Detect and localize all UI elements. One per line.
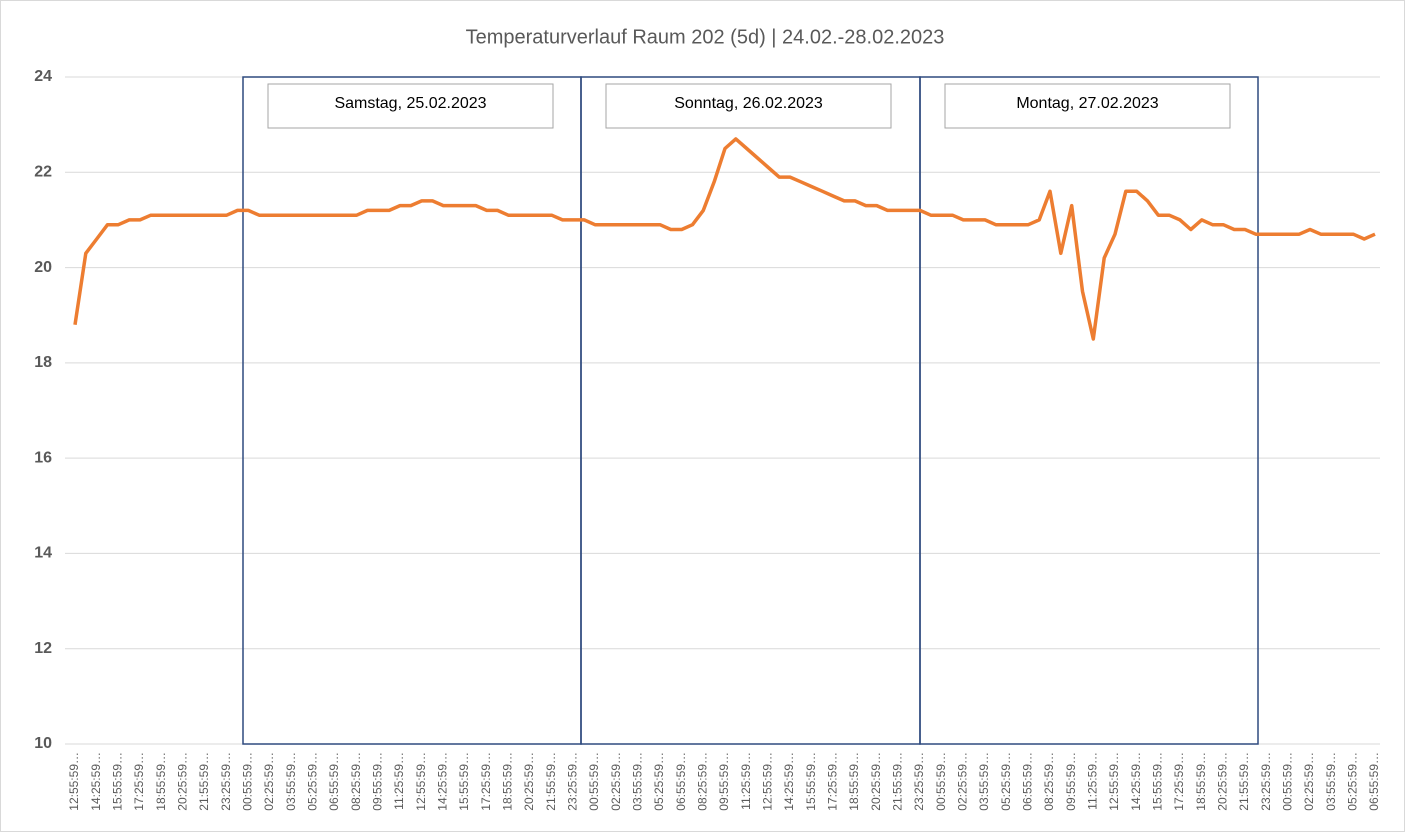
x-tick-label: 03:55:59… (977, 752, 991, 811)
x-tick-label: 17:25:59… (826, 752, 840, 811)
x-tick-label: 06:55:59… (327, 752, 341, 811)
x-tick-label: 11:25:59… (392, 752, 406, 810)
annotation-box (267, 83, 554, 129)
x-tick-label: 18:55:59… (1194, 752, 1208, 811)
x-tick-label: 03:55:59… (631, 752, 645, 811)
x-tick-label: 20:25:59… (176, 752, 190, 811)
x-tick-label: 06:55:59… (1021, 752, 1035, 811)
x-tick-label: 15:55:59… (457, 752, 471, 811)
y-tick-label: 14 (34, 545, 52, 562)
x-tick-label: 15:55:59… (1151, 752, 1165, 811)
y-tick-label: 18 (34, 354, 52, 371)
annotation-box (944, 83, 1231, 129)
x-tick-label: 17:25:59… (132, 752, 146, 811)
annotation: Sonntag, 26.02.2023 (674, 95, 823, 112)
y-tick-label: 22 (34, 164, 52, 181)
x-tick-label: 08:25:59… (696, 752, 710, 811)
x-tick-label: 14:25:59… (1129, 752, 1143, 811)
x-tick-label: 05:25:59… (652, 752, 666, 811)
x-tick-label: 08:25:59… (1042, 752, 1056, 811)
x-tick-label: 12:55:59… (67, 752, 81, 811)
x-tick-label: 12:55:59… (414, 752, 428, 811)
x-tick-label: 14:25:59… (436, 752, 450, 811)
x-tick-label: 23:25:59… (219, 752, 233, 811)
x-tick-label: 15:55:59… (804, 752, 818, 811)
x-tick-label: 21:55:59… (544, 752, 558, 811)
x-tick-label: 18:55:59… (847, 752, 861, 811)
x-tick-label: 14:25:59… (782, 752, 796, 811)
x-tick-label: 11:25:59… (739, 752, 753, 810)
x-tick-label: 03:55:59… (284, 752, 298, 811)
x-tick-label: 09:55:59… (371, 752, 385, 811)
y-tick-label: 24 (34, 68, 52, 85)
y-tick-label: 12 (34, 640, 52, 657)
x-tick-label: 09:55:59… (717, 752, 731, 811)
x-tick-label: 06:55:59… (1367, 752, 1381, 811)
x-tick-label: 21:55:59… (197, 752, 211, 811)
x-tick-label: 15:55:59… (111, 752, 125, 811)
x-tick-label: 00:55:59… (587, 752, 601, 811)
chart-title: Temperaturverlauf Raum 202 (5d) | 24.02.… (466, 26, 945, 48)
x-tick-label: 00:55:59… (934, 752, 948, 811)
x-tick-label: 17:25:59… (479, 752, 493, 811)
y-tick-label: 10 (34, 735, 52, 752)
x-tick-label: 09:55:59… (1064, 752, 1078, 811)
x-tick-label: 05:25:59… (999, 752, 1013, 811)
x-tick-label: 05:25:59… (306, 752, 320, 811)
x-tick-label: 18:55:59… (154, 752, 168, 811)
x-tick-label: 08:25:59… (349, 752, 363, 811)
x-tick-label: 02:25:59… (956, 752, 970, 811)
x-tick-label: 20:25:59… (869, 752, 883, 811)
x-tick-label: 11:25:59… (1086, 752, 1100, 810)
series-line (73, 137, 1376, 341)
x-tick-label: 20:25:59… (522, 752, 536, 811)
x-tick-label: 23:25:59… (912, 752, 926, 811)
y-tick-label: 20 (34, 259, 52, 276)
x-tick-label: 05:25:59… (1346, 752, 1360, 811)
x-tick-label: 02:25:59… (262, 752, 276, 811)
x-tick-label: 00:55:59… (241, 752, 255, 811)
annotation-box (605, 83, 892, 129)
x-tick-label: 02:25:59… (1302, 752, 1316, 811)
x-tick-label: 12:55:59… (761, 752, 775, 811)
x-tick-label: 06:55:59… (674, 752, 688, 811)
x-tick-label: 21:55:59… (891, 752, 905, 811)
x-tick-label: 02:25:59… (609, 752, 623, 811)
x-tick-label: 03:55:59… (1324, 752, 1338, 811)
annotation: Montag, 27.02.2023 (1016, 95, 1158, 112)
x-tick-label: 17:25:59… (1172, 752, 1186, 811)
x-tick-label: 20:25:59… (1216, 752, 1230, 811)
x-tick-label: 23:25:59… (1259, 752, 1273, 811)
x-tick-label: 23:25:59… (566, 752, 580, 811)
x-tick-label: 18:55:59… (501, 752, 515, 811)
x-tick-label: 14:25:59… (89, 752, 103, 811)
x-tick-label: 21:55:59… (1237, 752, 1251, 811)
x-tick-label: 00:55:59… (1281, 752, 1295, 811)
annotation: Samstag, 25.02.2023 (334, 95, 486, 112)
y-tick-label: 16 (34, 449, 52, 466)
day-box (919, 76, 1259, 745)
x-tick-label: 12:55:59… (1107, 752, 1121, 811)
